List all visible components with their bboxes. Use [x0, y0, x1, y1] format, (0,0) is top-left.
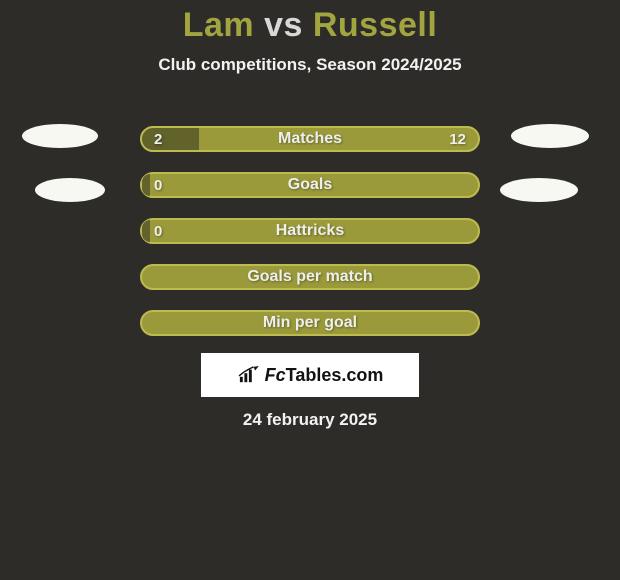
decorative-blob	[500, 178, 578, 202]
stat-bar-label: Goals	[142, 174, 478, 196]
stat-bar-fill	[142, 128, 199, 150]
snapshot-date: 24 february 2025	[0, 410, 620, 430]
decorative-blob	[511, 124, 589, 148]
stat-bars: Matches212Goals0Hattricks0Goals per matc…	[140, 126, 480, 356]
brand-text: FcTables.com	[265, 365, 384, 386]
decorative-blob	[35, 178, 105, 202]
player1-name: Lam	[183, 6, 254, 44]
stat-bar-row: Min per goal	[140, 310, 480, 336]
stat-bar-row: Matches212	[140, 126, 480, 152]
player2-name: Russell	[313, 6, 437, 44]
stat-bar-left-value: 0	[154, 220, 162, 242]
stat-bar-fill	[142, 174, 150, 196]
stat-bar-label: Goals per match	[142, 266, 478, 288]
brand-logo: FcTables.com	[201, 353, 419, 397]
stat-bar-label: Hattricks	[142, 220, 478, 242]
comparison-card: Lam vs Russell Club competitions, Season…	[0, 0, 620, 580]
chart-icon	[237, 366, 259, 384]
stat-bar-right-value: 12	[449, 128, 466, 150]
decorative-blob	[22, 124, 98, 148]
brand-text-rest: Tables.com	[286, 365, 384, 385]
stat-bar-fill	[142, 220, 150, 242]
stat-bar-left-value: 2	[154, 128, 162, 150]
stat-bar-label: Min per goal	[142, 312, 478, 334]
page-title: Lam vs Russell	[0, 0, 620, 45]
stat-bar-left-value: 0	[154, 174, 162, 196]
brand-text-prefix: Fc	[265, 365, 286, 385]
title-vs: vs	[264, 6, 303, 44]
stat-bar-row: Hattricks0	[140, 218, 480, 244]
subtitle: Club competitions, Season 2024/2025	[0, 55, 620, 75]
stat-bar-row: Goals per match	[140, 264, 480, 290]
stat-bar-row: Goals0	[140, 172, 480, 198]
